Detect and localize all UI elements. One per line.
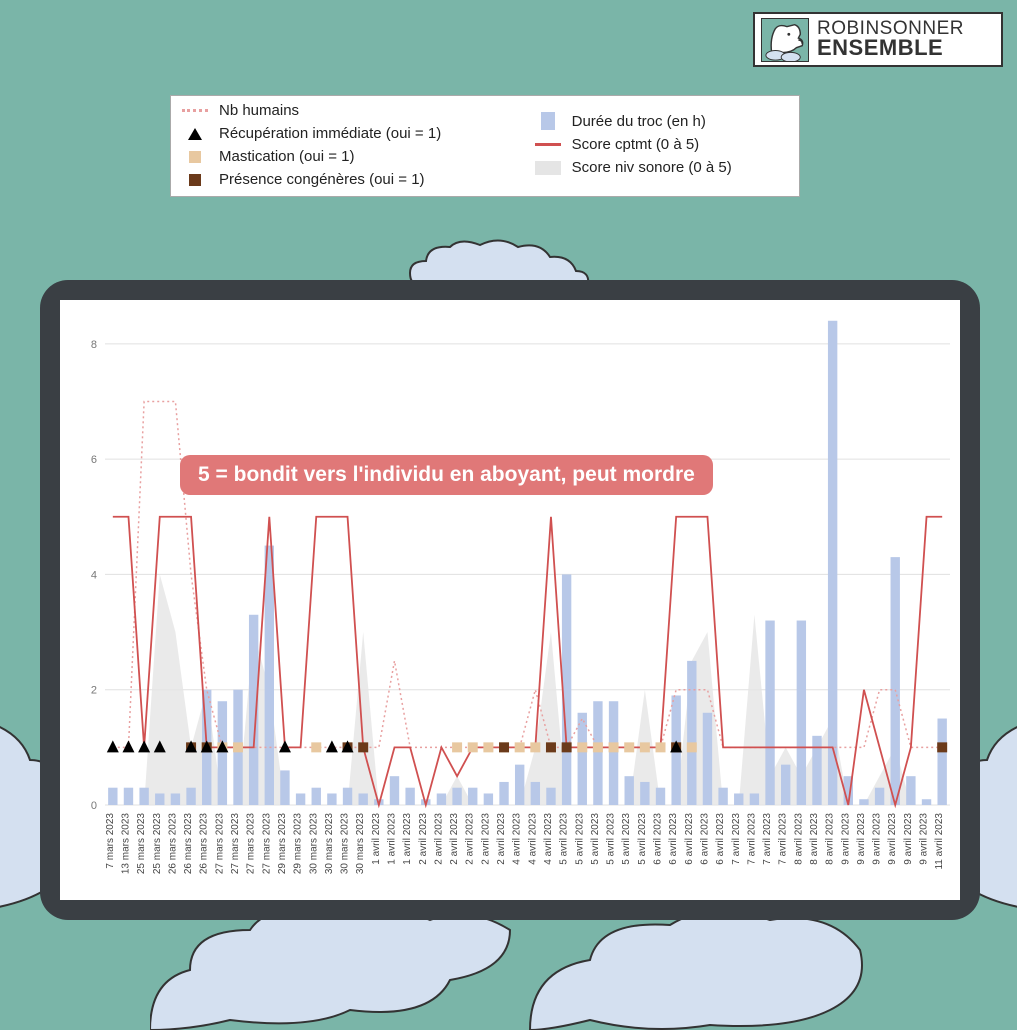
legend-label: Durée du troc (en h) (572, 113, 706, 130)
svg-text:5 avril 2023: 5 avril 2023 (574, 813, 585, 865)
nb-humains-swatch (182, 109, 208, 112)
svg-text:5 avril 2023: 5 avril 2023 (621, 813, 632, 865)
svg-text:6 avril 2023: 6 avril 2023 (653, 813, 664, 865)
svg-text:30 mars 2023: 30 mars 2023 (324, 813, 335, 875)
svg-text:6: 6 (91, 454, 97, 466)
svg-text:7 mars 2023: 7 mars 2023 (105, 813, 116, 869)
svg-text:4 avril 2023: 4 avril 2023 (543, 813, 554, 865)
legend-label: Présence congénères (oui = 1) (219, 171, 425, 188)
svg-text:7 avril 2023: 7 avril 2023 (746, 813, 757, 865)
svg-text:7 avril 2023: 7 avril 2023 (778, 813, 789, 865)
brown-square-icon (189, 174, 201, 186)
svg-text:6 avril 2023: 6 avril 2023 (715, 813, 726, 865)
legend-label: Nb humains (219, 102, 299, 119)
svg-text:4: 4 (91, 569, 97, 581)
svg-text:9 avril 2023: 9 avril 2023 (903, 813, 914, 865)
svg-text:5 avril 2023: 5 avril 2023 (637, 813, 648, 865)
svg-text:2: 2 (91, 685, 97, 697)
bar-swatch-icon (541, 112, 555, 130)
svg-text:25 mars 2023: 25 mars 2023 (152, 813, 163, 875)
svg-text:11 avril 2023: 11 avril 2023 (934, 813, 945, 870)
area-swatch-icon (535, 161, 561, 175)
svg-text:27 mars 2023: 27 mars 2023 (246, 813, 257, 875)
svg-text:8 avril 2023: 8 avril 2023 (793, 813, 804, 865)
svg-text:9 avril 2023: 9 avril 2023 (887, 813, 898, 865)
brand-logo: ROBINSONNER ENSEMBLE (753, 12, 1003, 67)
svg-text:2 avril 2023: 2 avril 2023 (449, 813, 460, 865)
svg-text:4 avril 2023: 4 avril 2023 (527, 813, 538, 865)
legend-label: Récupération immédiate (oui = 1) (219, 125, 441, 142)
svg-text:27 mars 2023: 27 mars 2023 (214, 813, 225, 875)
svg-text:7 avril 2023: 7 avril 2023 (762, 813, 773, 865)
svg-text:5 avril 2023: 5 avril 2023 (606, 813, 617, 865)
svg-text:5 avril 2023: 5 avril 2023 (590, 813, 601, 865)
svg-text:8: 8 (91, 339, 97, 351)
svg-text:30 mars 2023: 30 mars 2023 (340, 813, 351, 875)
legend-label: Mastication (oui = 1) (219, 148, 354, 165)
svg-text:6 avril 2023: 6 avril 2023 (684, 813, 695, 865)
svg-text:1 avril 2023: 1 avril 2023 (386, 813, 397, 865)
svg-text:2 avril 2023: 2 avril 2023 (496, 813, 507, 865)
svg-text:2 avril 2023: 2 avril 2023 (480, 813, 491, 865)
svg-text:2 avril 2023: 2 avril 2023 (418, 813, 429, 865)
svg-text:2 avril 2023: 2 avril 2023 (465, 813, 476, 865)
svg-text:1 avril 2023: 1 avril 2023 (371, 813, 382, 865)
logo-text-bottom: ENSEMBLE (817, 38, 964, 59)
svg-text:26 mars 2023: 26 mars 2023 (199, 813, 210, 875)
svg-text:6 avril 2023: 6 avril 2023 (668, 813, 679, 865)
svg-text:6 avril 2023: 6 avril 2023 (699, 813, 710, 865)
svg-text:8 avril 2023: 8 avril 2023 (825, 813, 836, 865)
svg-text:7 avril 2023: 7 avril 2023 (731, 813, 742, 865)
svg-text:30 mars 2023: 30 mars 2023 (355, 813, 366, 875)
svg-text:9 avril 2023: 9 avril 2023 (872, 813, 883, 865)
svg-text:8 avril 2023: 8 avril 2023 (809, 813, 820, 865)
triangle-icon (188, 128, 202, 140)
tablet-frame: 0 2 4 6 8 7 mars 2023 13 mars 2023 25 mars 2023… (40, 280, 980, 920)
legend-label: Score niv sonore (0 à 5) (572, 159, 732, 176)
line-swatch-icon (535, 143, 561, 146)
annotation-callout: 5 = bondit vers l'individu en aboyant, p… (180, 455, 713, 495)
svg-text:2 avril 2023: 2 avril 2023 (433, 813, 444, 865)
tan-square-icon (189, 151, 201, 163)
svg-text:4 avril 2023: 4 avril 2023 (512, 813, 523, 865)
legend-label: Score cptmt (0 à 5) (572, 136, 700, 153)
svg-text:25 mars 2023: 25 mars 2023 (136, 813, 147, 875)
svg-text:9 avril 2023: 9 avril 2023 (919, 813, 930, 865)
dog-icon (761, 18, 809, 62)
svg-text:9 avril 2023: 9 avril 2023 (840, 813, 851, 865)
chart-legend: Nb humains Récupération immédiate (oui =… (170, 95, 800, 197)
svg-text:5 avril 2023: 5 avril 2023 (559, 813, 570, 865)
svg-text:29 mars 2023: 29 mars 2023 (277, 813, 288, 875)
chart-screen: 0 2 4 6 8 7 mars 2023 13 mars 2023 25 mars 2023… (60, 300, 960, 900)
combo-chart: 0 2 4 6 8 7 mars 2023 13 mars 2023 25 mars 2023… (60, 300, 960, 900)
svg-text:26 mars 2023: 26 mars 2023 (183, 813, 194, 875)
svg-text:27 mars 2023: 27 mars 2023 (261, 813, 272, 875)
svg-text:30 mars 2023: 30 mars 2023 (308, 813, 319, 875)
svg-text:1 avril 2023: 1 avril 2023 (402, 813, 413, 865)
svg-text:27 mars 2023: 27 mars 2023 (230, 813, 241, 875)
svg-text:9 avril 2023: 9 avril 2023 (856, 813, 867, 865)
svg-text:0: 0 (91, 800, 97, 812)
svg-text:26 mars 2023: 26 mars 2023 (167, 813, 178, 875)
svg-text:13 mars 2023: 13 mars 2023 (120, 813, 131, 875)
svg-text:29 mars 2023: 29 mars 2023 (293, 813, 304, 875)
